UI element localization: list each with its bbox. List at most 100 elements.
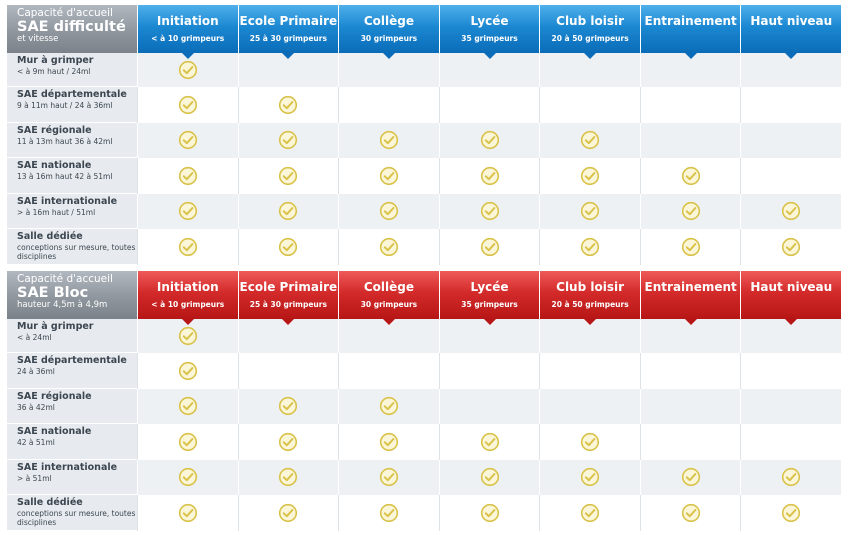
check-circle-icon — [580, 432, 600, 451]
header-corner: Capacité d'accueil SAE Bloc hauteur 4,5m à… — [7, 271, 137, 319]
check-circle-icon — [178, 60, 197, 80]
table-cell — [136, 353, 238, 389]
table-cell — [438, 158, 540, 194]
row-detail: > à 16m haut / 51ml — [17, 207, 96, 217]
column-header: Initiation < à 10 grimpeurs — [136, 271, 238, 325]
table-header: Capacité d'accueil SAE Bloc hauteur 4,5m à… — [7, 271, 842, 325]
table-cell — [639, 459, 741, 495]
column-title: Haut niveau — [750, 280, 833, 294]
column-header: Entrainement — [639, 271, 741, 325]
column-title: Collège — [363, 280, 414, 294]
check-circle-icon — [178, 361, 197, 380]
check-circle-icon — [480, 131, 499, 150]
header-notch — [382, 319, 395, 325]
table-cell — [740, 424, 842, 460]
check-circle-icon — [681, 202, 700, 221]
row-detail: conceptions sur mesure, toutes disciplin… — [17, 243, 136, 261]
column-title: Entrainement — [644, 280, 737, 294]
header-notch — [181, 53, 194, 59]
table-cell — [136, 158, 238, 194]
header-notch — [684, 319, 697, 325]
column-header: Initiation < à 10 grimpeurs — [136, 5, 238, 59]
row-label: Mur à grimper < à 24ml — [7, 319, 137, 353]
row-label: SAE nationale 42 à 51ml — [7, 424, 137, 460]
row-label: SAE régionale 11 à 13m haut 36 à 42ml — [7, 122, 137, 158]
table-cell — [539, 424, 640, 460]
table-cell — [740, 388, 842, 424]
column-header: Club loisir 20 à 50 grimpeurs — [539, 271, 640, 325]
corner-title: SAE difficulté — [17, 18, 126, 35]
check-circle-icon — [480, 468, 499, 487]
table-cell — [639, 353, 741, 389]
row-title: SAE internationale — [17, 461, 118, 473]
table-cell — [438, 459, 540, 495]
table-cell — [338, 158, 439, 194]
table-row: SAE régionale 36 à 42ml — [7, 388, 842, 424]
table-cell — [338, 193, 439, 229]
check-circle-icon — [379, 202, 399, 221]
table-cell — [237, 229, 339, 265]
table-row: SAE départementale 9 à 11m haut / 24 à 36… — [7, 87, 842, 123]
row-detail: > à 51ml — [17, 473, 52, 483]
table-cell — [237, 495, 339, 531]
column-capacity: 20 à 50 grimpeurs — [551, 34, 629, 43]
check-circle-icon — [279, 166, 298, 185]
check-circle-icon — [379, 131, 399, 150]
table-cell — [237, 459, 339, 495]
check-circle-icon — [279, 202, 298, 221]
check-circle-icon — [379, 237, 399, 256]
column-title: Initiation — [156, 14, 219, 28]
check-circle-icon — [782, 468, 801, 487]
table-cell — [539, 87, 640, 123]
check-circle-icon — [279, 95, 298, 114]
column-header: Collège 30 grimpeurs — [338, 5, 439, 59]
table-cell — [539, 495, 640, 531]
row-label: Mur à grimper < à 9m haut / 24ml — [7, 53, 137, 87]
column-capacity: < à 10 grimpeurs — [151, 34, 225, 43]
check-circle-icon — [178, 202, 197, 221]
table-row: SAE nationale 13 à 16m haut 42 à 51ml — [7, 158, 842, 194]
check-circle-icon — [480, 202, 499, 221]
column-capacity: 30 grimpeurs — [360, 300, 418, 309]
column-title: Club loisir — [556, 280, 625, 294]
row-detail: < à 9m haut / 24ml — [17, 67, 91, 77]
table-cell — [136, 424, 238, 460]
row-detail: < à 24ml — [17, 333, 52, 343]
header-notch — [181, 319, 194, 325]
check-circle-icon — [379, 503, 399, 522]
column-header: Ecole Primaire 25 à 30 grimpeurs — [237, 271, 339, 325]
row-label: Salle dédiée conceptions sur mesure, tout… — [7, 229, 137, 265]
table-sae-bloc: Capacité d'accueil SAE Bloc hauteur 4,5m à… — [7, 271, 842, 531]
column-capacity: 35 grimpeurs — [461, 300, 518, 309]
table-cell — [438, 229, 540, 265]
row-label: Salle dédiée conceptions sur mesure, tout… — [7, 495, 137, 531]
check-circle-icon — [178, 432, 197, 451]
table-cell — [639, 158, 741, 194]
row-label: SAE régionale 36 à 42ml — [7, 388, 137, 424]
table-cell — [438, 87, 540, 123]
check-circle-icon — [480, 166, 499, 185]
table-cell — [539, 353, 640, 389]
check-circle-icon — [279, 397, 298, 416]
row-detail: 11 à 13m haut 36 à 42ml — [17, 136, 113, 146]
check-circle-icon — [178, 503, 197, 522]
row-detail: 24 à 36ml — [17, 367, 55, 377]
table-cell — [438, 353, 540, 389]
column-title: Lycée — [470, 280, 509, 294]
row-title: SAE internationale — [17, 195, 118, 207]
header-notch — [584, 319, 597, 325]
row-detail: 36 à 42ml — [17, 402, 55, 412]
table-cell — [136, 388, 238, 424]
row-label: SAE internationale > à 16m haut / 51ml — [7, 193, 137, 229]
column-header: Haut niveau — [740, 5, 842, 59]
table-cell — [237, 388, 339, 424]
check-circle-icon — [379, 397, 399, 416]
corner-subtitle: hauteur 4,5m à 4,9m — [17, 300, 108, 310]
table-cell — [136, 122, 238, 158]
table-cell — [740, 229, 842, 265]
column-title: Club loisir — [556, 14, 625, 28]
table-cell — [237, 424, 339, 460]
check-circle-icon — [782, 237, 801, 256]
table-cell — [740, 158, 842, 194]
column-capacity: 25 à 30 grimpeurs — [249, 34, 327, 43]
